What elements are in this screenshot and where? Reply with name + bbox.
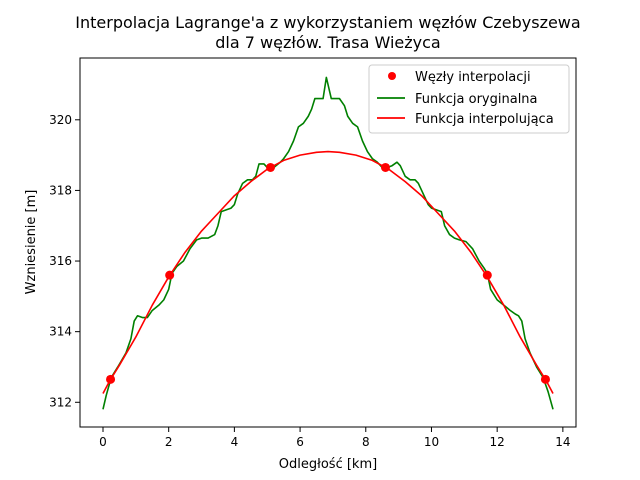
axis-layer: 0 2 4 6 8 10 12 14 312 314 316 318 320 [49, 113, 570, 449]
legend-marker-nodes [388, 72, 396, 80]
interpolation-node-marker [266, 162, 276, 172]
y-tick-label: 312 [49, 395, 72, 409]
x-tick-label: 10 [424, 435, 439, 449]
chart-title-line2: dla 7 węzłów. Trasa Wieżyca [215, 33, 440, 52]
x-tick-label: 12 [490, 435, 505, 449]
y-tick-label: 316 [49, 254, 72, 268]
legend-label-interpolating: Funkcja interpolująca [415, 112, 554, 127]
interpolation-node-marker [380, 162, 390, 172]
legend: Węzły interpolacji Funkcja oryginalna Fu… [368, 64, 570, 134]
interpolation-node-marker [482, 270, 492, 280]
x-tick-label: 0 [99, 435, 107, 449]
interpolation-node-marker [106, 374, 116, 384]
x-tick-label: 14 [555, 435, 570, 449]
series-line-original [102, 76, 554, 410]
interpolation-node-marker [165, 270, 175, 280]
y-tick-label: 318 [49, 183, 72, 197]
y-tick-label: 320 [49, 113, 72, 127]
series-layer [102, 76, 554, 410]
plot-frame [79, 57, 577, 428]
y-tick-label: 314 [49, 325, 72, 339]
chart-title-line1: Interpolacja Lagrange'a z wykorzystaniem… [75, 13, 580, 32]
legend-box [368, 64, 570, 134]
legend-label-nodes: Węzły interpolacji [415, 70, 531, 85]
x-tick-label: 6 [296, 435, 304, 449]
x-tick-label: 2 [165, 435, 173, 449]
x-tick-label: 4 [231, 435, 239, 449]
interpolation-node-marker [540, 374, 550, 384]
y-axis-label: Wzniesienie [m] [24, 190, 39, 295]
x-tick-label: 8 [362, 435, 370, 449]
legend-label-original: Funkcja oryginalna [415, 92, 538, 107]
x-axis-label: Odległość [km] [279, 457, 377, 472]
